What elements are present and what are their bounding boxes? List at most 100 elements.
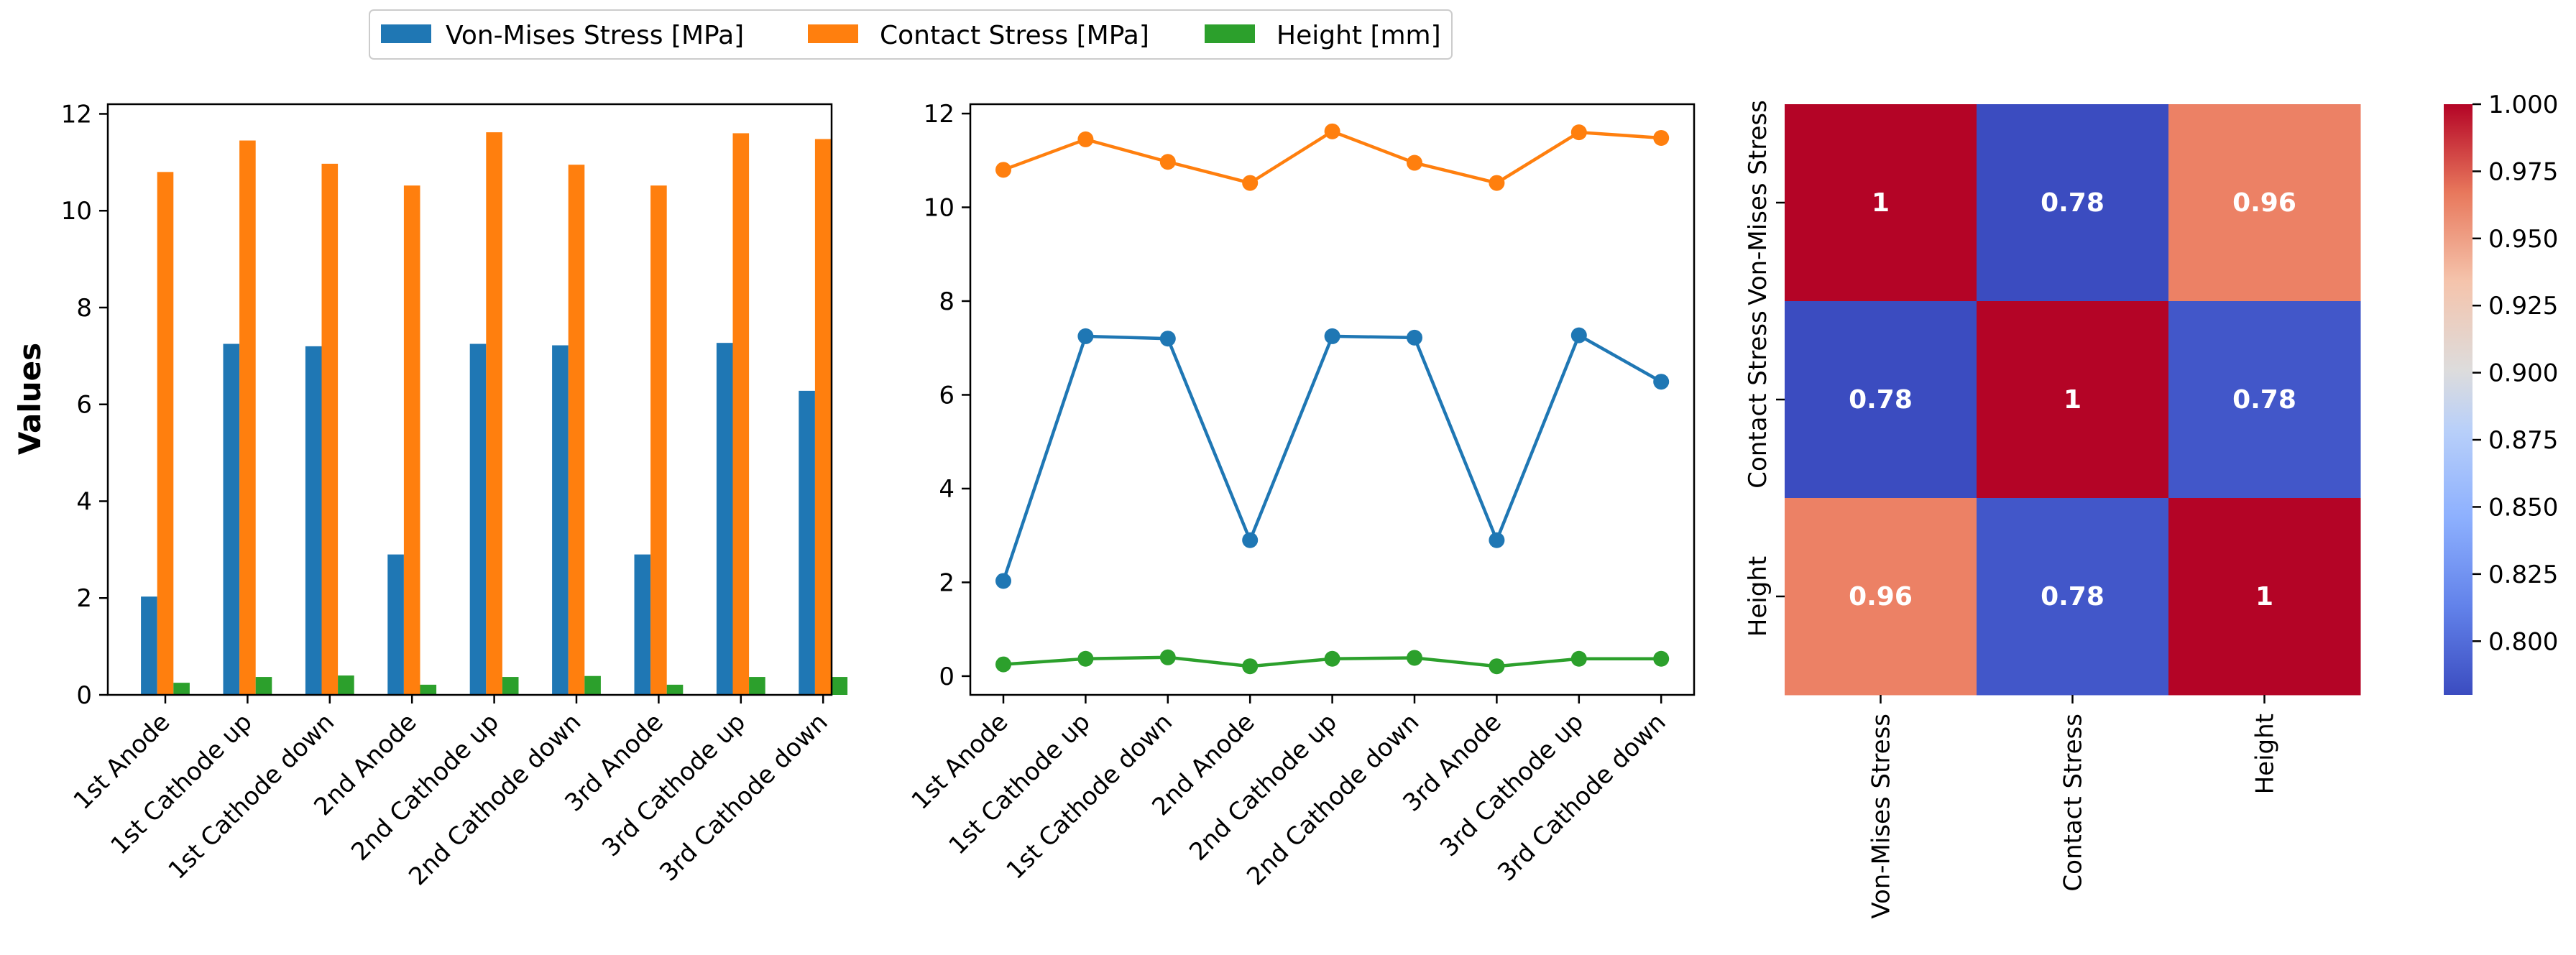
y-tick-label: 4 xyxy=(939,475,954,504)
data-point xyxy=(1489,532,1505,548)
data-point xyxy=(1324,650,1340,667)
colorbar-tick-label: 0.850 xyxy=(2488,493,2558,522)
bar xyxy=(552,345,569,695)
data-point xyxy=(1653,129,1670,146)
heatmap-annotation: 1 xyxy=(2255,582,2273,612)
heatmap-annotation: 0.78 xyxy=(2041,188,2104,218)
x-tick-label: 1st Cathode up xyxy=(105,708,257,860)
y-tick-label: 2 xyxy=(939,568,954,597)
series-line xyxy=(1001,333,1662,582)
x-tick-label: 3rd Cathode up xyxy=(1435,708,1589,862)
bar-chart-y-axis: 0 2 4 6 8 10 12 xyxy=(61,100,108,710)
legend-swatch-height xyxy=(1205,24,1255,43)
bar xyxy=(403,185,420,695)
colorbar-ticks: 0.800 0.825 0.850 0.875 0.900 0.925 0.950 0.975… xyxy=(2472,91,2558,656)
y-tick-label: 4 xyxy=(76,487,92,516)
heatmap-cell xyxy=(1785,498,1977,696)
heatmap-annotation: 0.78 xyxy=(2232,385,2296,415)
line-chart-series xyxy=(995,123,1670,675)
data-point xyxy=(1159,154,1176,170)
bar xyxy=(469,343,487,695)
colorbar-tick-label: 0.975 xyxy=(2488,157,2558,186)
bar-chart-frame xyxy=(106,103,833,696)
bar xyxy=(716,343,733,695)
bar xyxy=(173,683,190,695)
data-point xyxy=(1242,175,1259,191)
data-point xyxy=(1242,532,1259,548)
bar xyxy=(584,675,601,695)
heatmap-cell xyxy=(2168,498,2361,696)
bar xyxy=(650,185,667,695)
data-point xyxy=(1489,175,1505,191)
bar-chart-bars xyxy=(141,132,848,696)
y-tick-label: 12 xyxy=(61,100,92,129)
data-point xyxy=(1077,328,1094,344)
line-chart-y-axis: 0 2 4 6 8 10 12 xyxy=(924,100,970,691)
heatmap-annotation: 0.96 xyxy=(1849,582,1913,612)
data-point xyxy=(995,573,1011,589)
data-point xyxy=(1324,123,1340,139)
heatmap-cell xyxy=(1785,301,1977,499)
colorbar-tick-label: 0.875 xyxy=(2488,426,2558,455)
heatmap-cell xyxy=(2168,104,2361,302)
bar xyxy=(799,390,815,695)
data-point xyxy=(1653,374,1670,390)
bar xyxy=(387,554,404,695)
legend-swatch-contact xyxy=(808,24,858,43)
heatmap-cell xyxy=(2168,301,2361,499)
heatmap-col-label: Height xyxy=(2251,714,2280,794)
data-point xyxy=(995,162,1011,178)
data-point xyxy=(1159,331,1176,347)
x-tick-label: 1st Cathode up xyxy=(943,708,1095,860)
bar xyxy=(338,675,354,695)
data-point xyxy=(1077,131,1094,147)
data-point xyxy=(1407,154,1422,171)
heatmap-col-label: Contact Stress xyxy=(2059,714,2088,892)
data-point xyxy=(1570,327,1587,343)
heatmap-cell xyxy=(1785,104,1977,302)
legend-label-vonmises: Von-Mises Stress [MPa] xyxy=(446,21,744,50)
bar xyxy=(420,684,437,695)
colorbar-tick-label: 0.825 xyxy=(2488,560,2558,589)
data-point xyxy=(995,656,1011,673)
data-point xyxy=(1653,650,1670,667)
heatmap-row-label: Von-Mises Stress xyxy=(1744,100,1772,305)
heatmap-cell xyxy=(1977,301,2169,499)
heatmap-labels: Von-Mises Stress Contact Stress Height Von-… xyxy=(1744,100,2280,919)
colorbar-tick-label: 1.000 xyxy=(2488,91,2558,119)
legend-label-height: Height [mm] xyxy=(1276,21,1441,50)
data-point xyxy=(1407,650,1422,666)
bar xyxy=(321,163,339,695)
bar xyxy=(749,677,765,695)
heatmap-row-label: Height xyxy=(1744,556,1772,637)
bar xyxy=(568,165,585,695)
bar xyxy=(305,346,322,695)
bar-chart-ylabel: Values xyxy=(12,343,47,455)
heatmap-cell xyxy=(1977,498,2169,696)
heatmap-annotation: 1 xyxy=(2064,385,2082,415)
data-point xyxy=(1570,124,1587,141)
heatmap-row-label: Contact Stress xyxy=(1744,310,1772,489)
colorbar-tick-label: 0.950 xyxy=(2488,225,2558,254)
bar xyxy=(502,677,519,695)
heatmap-cell xyxy=(1977,104,2169,302)
y-tick-label: 8 xyxy=(939,287,954,316)
colorbar-tick-label: 0.925 xyxy=(2488,292,2558,320)
data-point xyxy=(1077,650,1094,667)
x-tick-label: 2nd Cathode up xyxy=(1184,708,1343,867)
heatmap-annotation: 0.78 xyxy=(1849,385,1913,415)
bar xyxy=(223,343,240,695)
data-point xyxy=(1570,650,1587,667)
bar xyxy=(255,677,272,695)
legend-label-contact: Contact Stress [MPa] xyxy=(880,21,1149,50)
bar xyxy=(157,172,174,695)
y-tick-label: 6 xyxy=(939,381,954,410)
x-tick-label: 2nd Cathode up xyxy=(346,708,505,867)
y-tick-label: 2 xyxy=(76,584,92,613)
x-tick-label: 3rd Cathode up xyxy=(597,708,751,862)
heatmap-annotation: 1 xyxy=(1872,188,1890,218)
